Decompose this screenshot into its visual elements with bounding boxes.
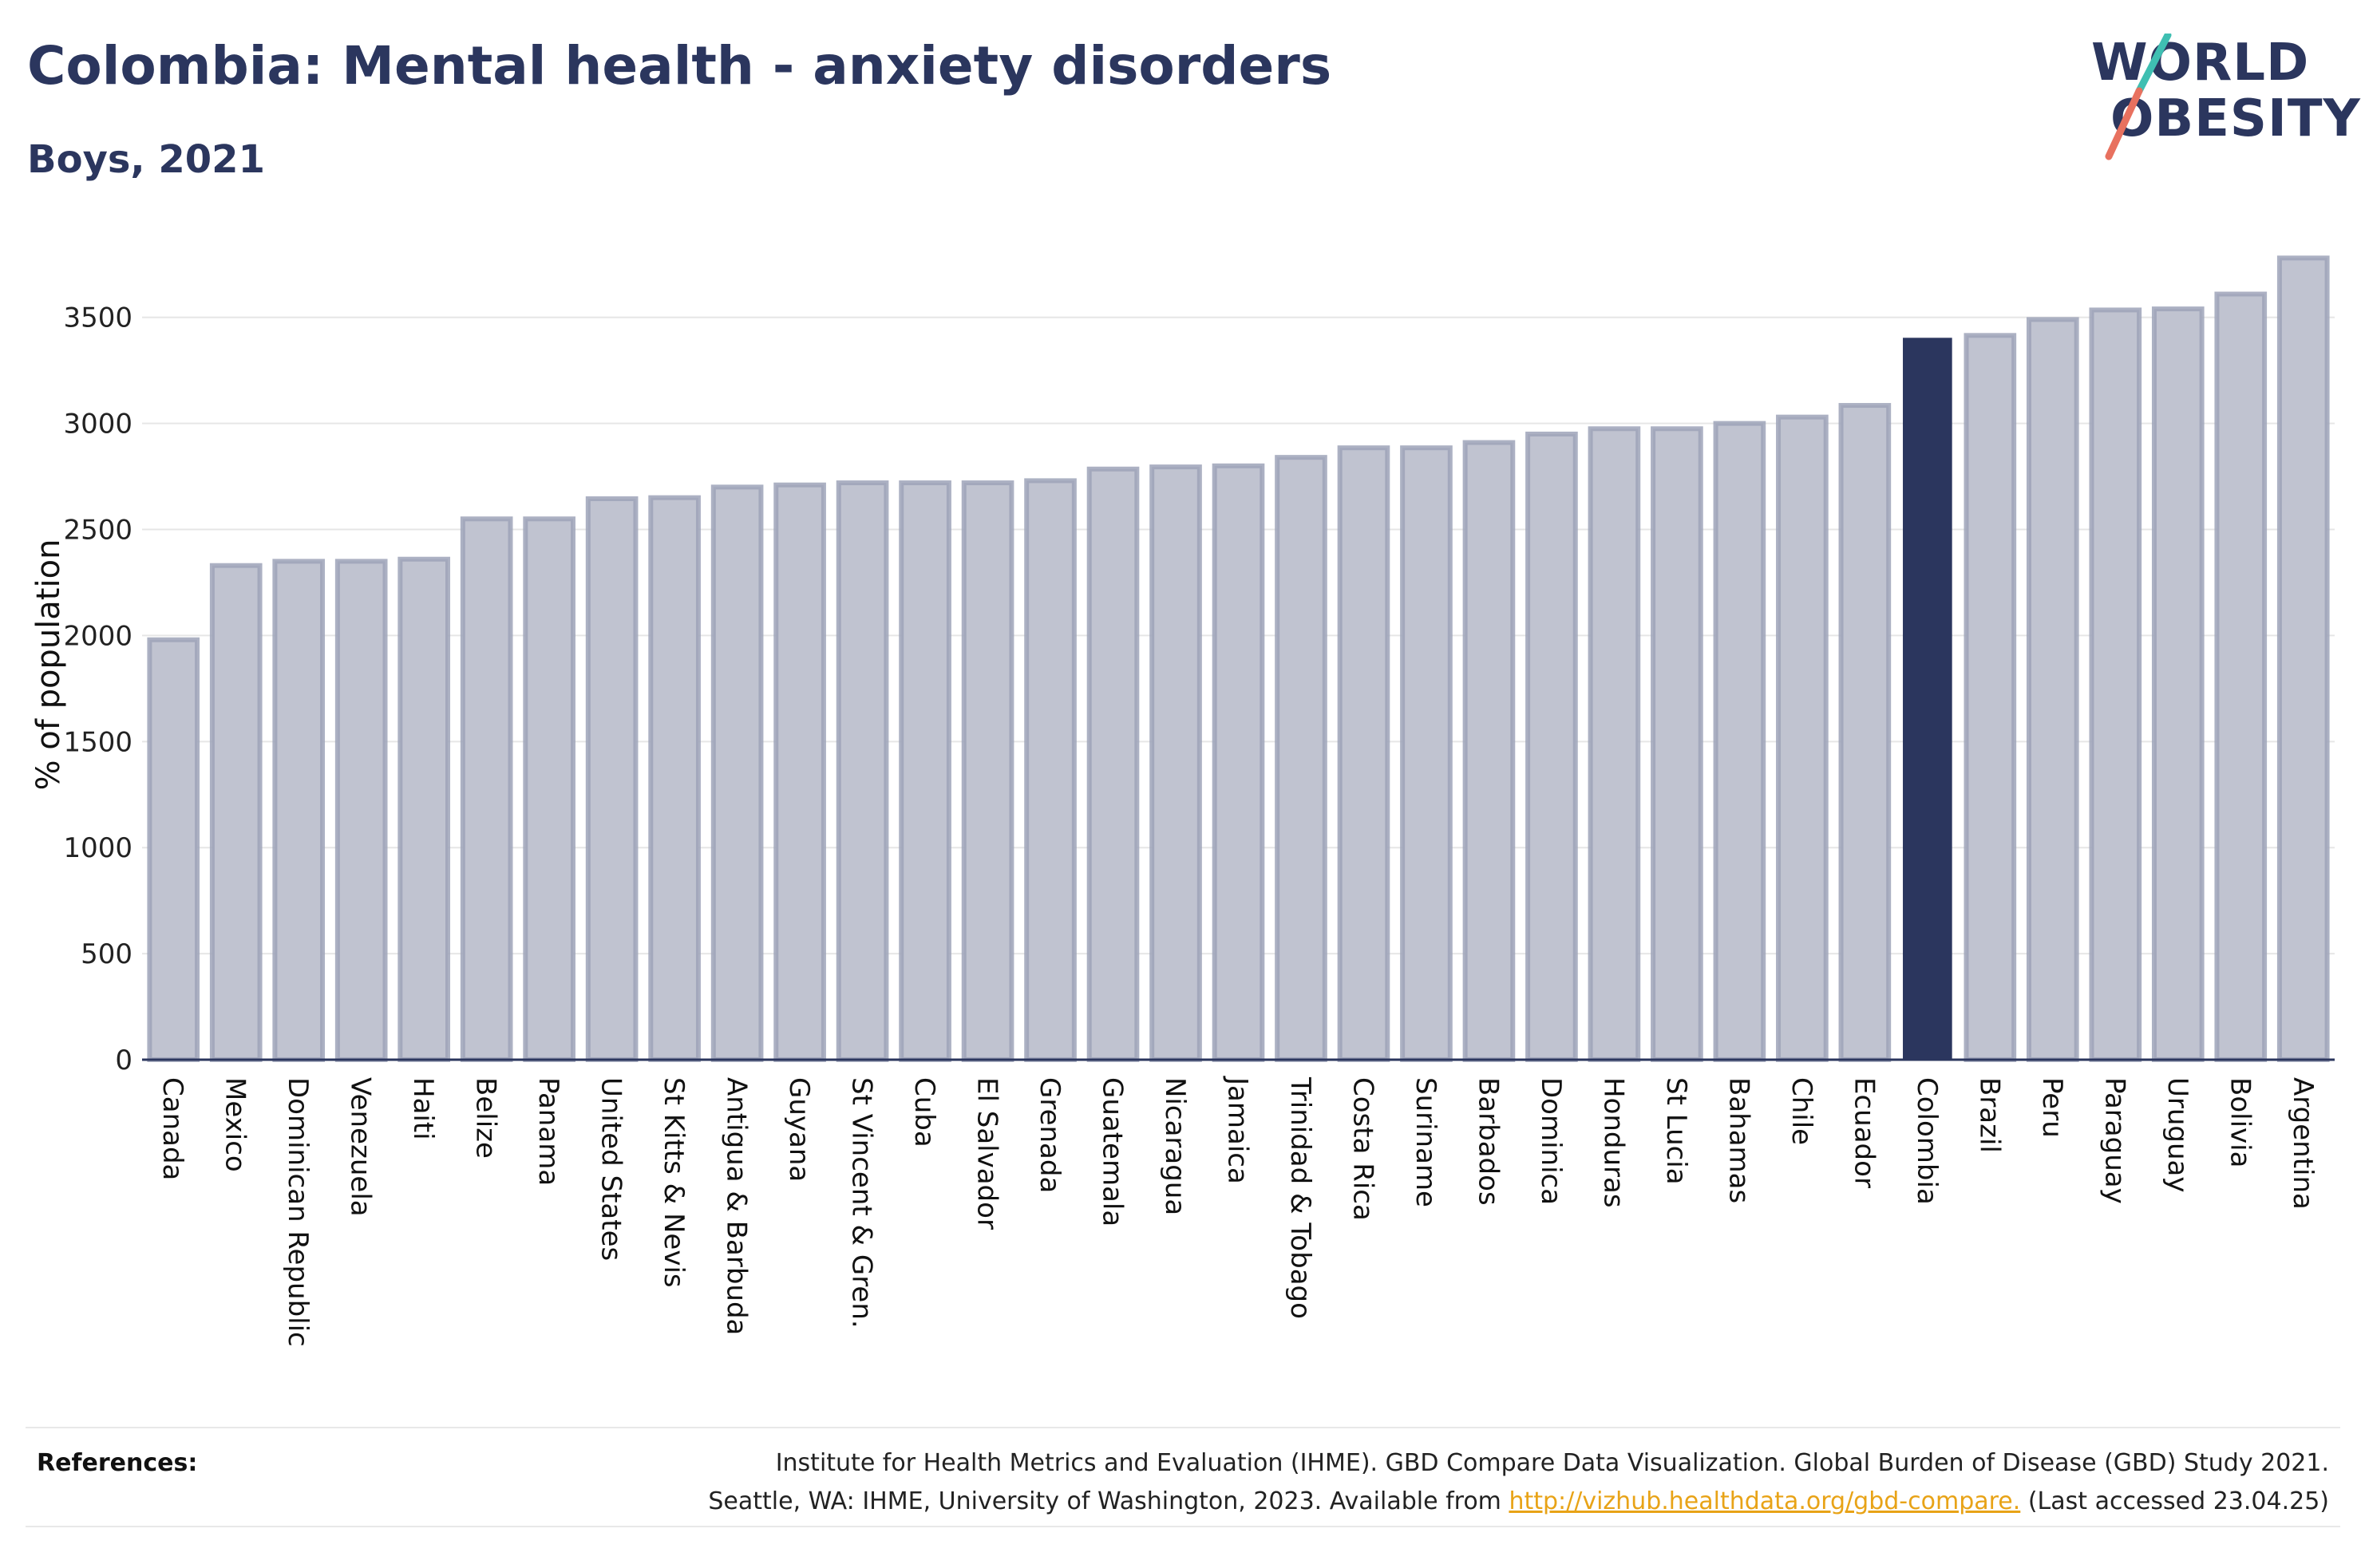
bar-canada: [147, 637, 200, 1062]
x-tick-label: Panama: [532, 1077, 564, 1186]
bar-grenada: [1024, 478, 1077, 1062]
x-tick-label: Nicaragua: [1159, 1077, 1191, 1215]
y-tick-label: 1000: [63, 832, 132, 864]
y-tick-label: 1500: [63, 726, 132, 758]
references-bottom-rule: [26, 1526, 2340, 1527]
x-tick-label: Belize: [470, 1077, 502, 1159]
bar-trinidad-tobago: [1275, 455, 1327, 1062]
bar-el-salvador: [961, 480, 1014, 1062]
x-tick-label: Colombia: [1911, 1077, 1943, 1205]
logo-slash-bottom: [2105, 87, 2143, 160]
bar-st-lucia: [1651, 426, 1703, 1062]
bar-nicaragua: [1149, 464, 1202, 1062]
bar-brazil: [1964, 333, 2017, 1063]
x-tick-label: Guatemala: [1097, 1077, 1129, 1226]
x-tick-label: Canada: [156, 1077, 188, 1180]
world-obesity-logo: WORLD OBESITY: [2091, 34, 2360, 169]
bar-st-vincent-gren-: [836, 480, 889, 1062]
x-tick-label: St Vincent & Gren.: [846, 1077, 878, 1329]
bar-chile: [1776, 414, 1829, 1062]
x-tick-label: Grenada: [1034, 1077, 1066, 1193]
bar-costa-rica: [1337, 445, 1390, 1062]
bar-united-states: [585, 496, 639, 1062]
y-tick-label: 0: [115, 1045, 132, 1076]
x-tick-label: St Lucia: [1660, 1077, 1692, 1185]
bar-haiti: [397, 556, 451, 1062]
logo-slash-top: [2135, 34, 2172, 95]
x-tick-label: Paraguay: [2098, 1077, 2130, 1204]
y-tick-label: 2500: [63, 515, 132, 547]
logo-slash-icon: [2105, 34, 2172, 160]
logo-word-obesity: OBESITY: [2110, 89, 2361, 148]
x-tick-label: Trinidad & Tobago: [1284, 1076, 1316, 1319]
x-tick-label: United States: [595, 1077, 627, 1261]
x-tick-label: Ecuador: [1848, 1077, 1880, 1188]
x-tick-label: Dominica: [1535, 1077, 1567, 1205]
x-tick-label: St Kitts & Nevis: [658, 1077, 690, 1288]
bar-st-kitts-nevis: [648, 495, 701, 1062]
bar-guatemala: [1086, 466, 1140, 1062]
logo-word-world: WORLD: [2091, 34, 2310, 93]
bar-jamaica: [1212, 463, 1265, 1062]
x-tick-label: Haiti: [407, 1077, 439, 1140]
bar-cuba: [899, 480, 951, 1062]
x-tick-label: Barbados: [1472, 1077, 1504, 1206]
bar-chart: 0 500 1000 1500 2000 2500 3000 3500 % of populat…: [30, 255, 2335, 1347]
bar-panama: [523, 516, 575, 1062]
reference-line-2-suffix: (Last accessed 23.04.25): [2020, 1487, 2329, 1515]
x-tick-label: Argentina: [2287, 1077, 2319, 1210]
bar-belize: [460, 516, 513, 1062]
y-tick-label: 3000: [63, 409, 132, 440]
x-tick-label: Bolivia: [2224, 1077, 2256, 1167]
references-top-rule: [26, 1427, 2340, 1428]
reference-line-2-prefix: Seattle, WA: IHME, University of Washing…: [708, 1487, 1509, 1515]
bar-dominican-republic: [272, 559, 326, 1062]
reference-line-2: Seattle, WA: IHME, University of Washing…: [413, 1483, 2329, 1521]
reference-line-1: Institute for Health Metrics and Evaluat…: [775, 1449, 2329, 1477]
x-tick-label: Suriname: [1410, 1077, 1442, 1207]
bar-paraguay: [2089, 307, 2142, 1062]
x-tick-label: Brazil: [1973, 1077, 2005, 1153]
bar-venezuela: [334, 559, 388, 1062]
bar-ecuador: [1838, 403, 1892, 1062]
bar-barbados: [1462, 440, 1516, 1062]
bar-guyana: [773, 482, 826, 1062]
x-tick-label: Peru: [2036, 1077, 2068, 1138]
x-tick-label: Guyana: [783, 1077, 815, 1182]
chart-title: Colombia: Mental health - anxiety disord…: [27, 35, 1332, 97]
bar-bolivia: [2214, 291, 2268, 1062]
y-tick-label: 2000: [63, 620, 132, 652]
bar-dominica: [1525, 431, 1578, 1062]
reference-link[interactable]: http://vizhub.healthdata.org/gbd-compare…: [1509, 1487, 2021, 1515]
y-tick-label: 3500: [63, 302, 132, 334]
x-tick-label: Antigua & Barbuda: [721, 1077, 753, 1335]
bar-honduras: [1588, 426, 1641, 1062]
x-tick-label: Jamaica: [1222, 1076, 1254, 1184]
y-tick-label: 500: [81, 938, 132, 970]
references-text: Institute for Health Metrics and Evaluat…: [413, 1444, 2329, 1521]
bar-mexico: [209, 563, 263, 1062]
x-tick-label: Bahamas: [1722, 1077, 1754, 1203]
bar-peru: [2026, 317, 2079, 1063]
bar-antigua-barbuda: [710, 484, 764, 1062]
bar-suriname: [1400, 445, 1453, 1062]
x-tick-label: El Salvador: [971, 1077, 1003, 1230]
bar-uruguay: [2151, 306, 2205, 1062]
bar-bahamas: [1713, 421, 1766, 1062]
x-tick-label: Uruguay: [2161, 1077, 2193, 1193]
references-label: References:: [37, 1449, 198, 1477]
x-tick-label: Venezuela: [345, 1077, 377, 1217]
x-tick-label: Costa Rica: [1347, 1077, 1378, 1221]
x-tick-label: Honduras: [1597, 1077, 1629, 1208]
x-tick-label: Cuba: [908, 1077, 940, 1147]
bar-argentina: [2276, 255, 2330, 1062]
x-tick-label: Mexico: [219, 1077, 251, 1172]
chart-subtitle: Boys, 2021: [27, 137, 265, 182]
bar-colombia: [1903, 338, 1952, 1060]
x-tick-label: Dominican Republic: [282, 1077, 314, 1347]
x-tick-label: Chile: [1786, 1077, 1817, 1145]
y-axis-label: % of population: [30, 539, 67, 791]
